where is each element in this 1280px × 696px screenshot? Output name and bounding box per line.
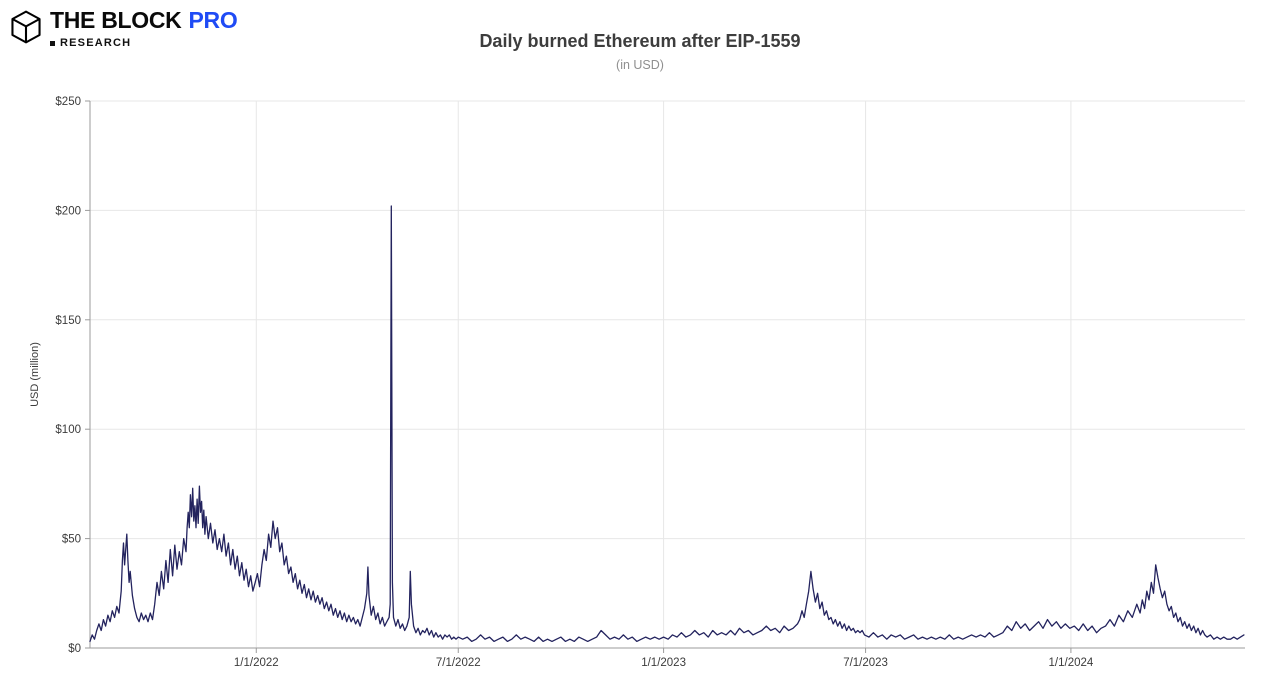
x-tick-label: 7/1/2023 [843,657,888,669]
brand-line: THE BLOCK PRO [50,7,238,33]
square-bullet-icon [50,40,55,46]
chart-header: Daily burned Ethereum after EIP-1559 (in… [0,31,1280,72]
brand-research-label: RESEARCH [60,37,132,50]
cube-icon [10,9,42,50]
y-tick-label: $250 [55,96,81,108]
y-axis-title: USD (million) [29,342,41,407]
y-tick-label: $200 [55,205,81,217]
y-tick-label: $100 [55,424,81,436]
x-tick-label: 1/1/2023 [641,657,686,669]
x-tick-label: 1/1/2022 [234,657,279,669]
chart-subtitle: (in USD) [616,58,664,72]
x-tick-label: 7/1/2022 [436,657,481,669]
burn-line [89,205,1245,643]
the-block-logo: THE BLOCK PRO RESEARCH [10,7,238,50]
logo-text: THE BLOCK PRO RESEARCH [50,7,238,49]
cube-icon-svg [11,10,41,44]
y-tick-label: $50 [62,534,81,546]
x-tick-label: 1/1/2024 [1049,657,1094,669]
chart-title: Daily burned Ethereum after EIP-1559 [479,31,801,51]
brand-name: THE BLOCK [50,7,182,33]
y-tick-label: $0 [68,643,81,655]
y-tick-label: $150 [55,315,81,327]
brand-pro: PRO [188,7,238,33]
brand-research: RESEARCH [50,37,237,49]
